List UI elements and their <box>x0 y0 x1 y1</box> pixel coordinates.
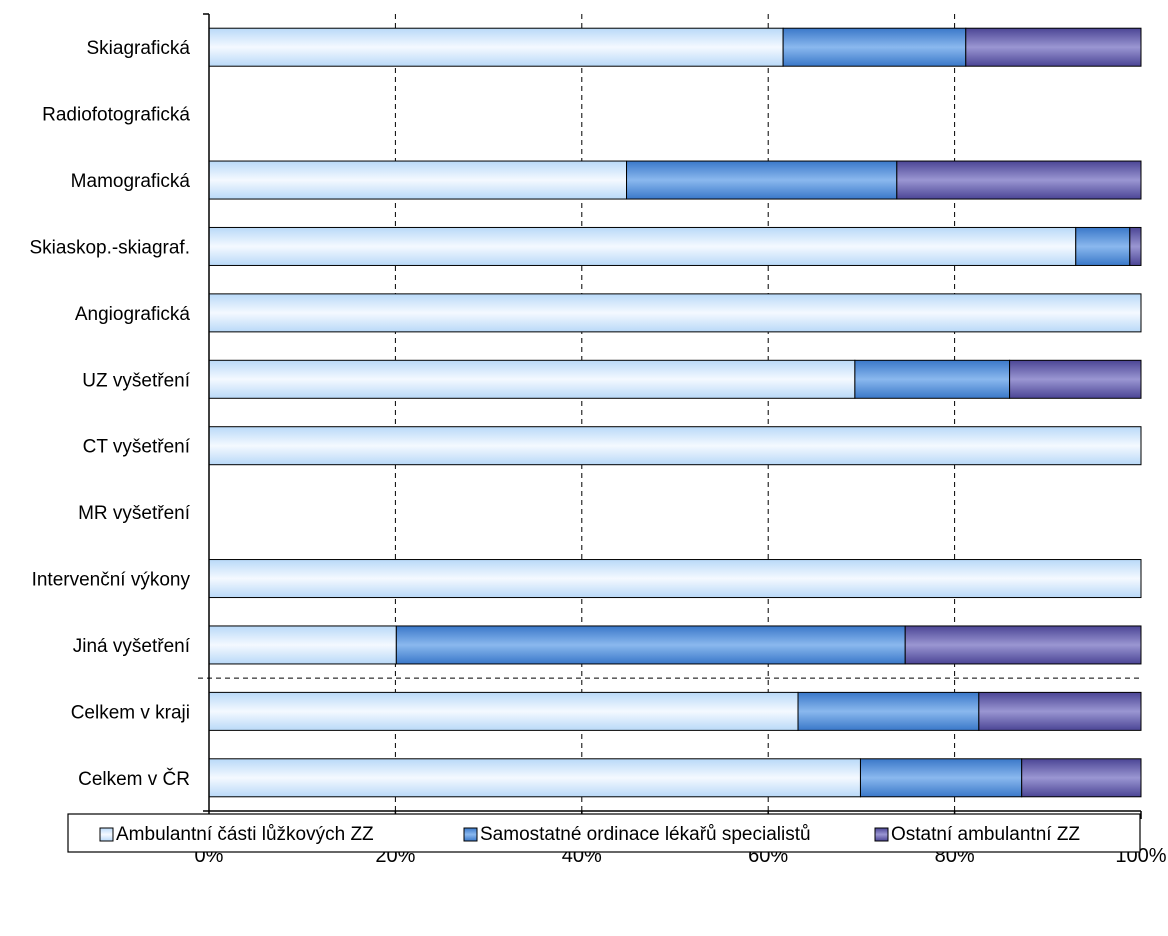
category-label: Skiagrafická <box>87 38 191 59</box>
category-label: Angiografická <box>75 304 191 325</box>
legend-swatch <box>874 827 889 842</box>
bar-segment <box>1021 758 1142 798</box>
bar-segment <box>395 625 906 665</box>
category-label: Mamografická <box>71 171 191 192</box>
legend-swatch <box>99 827 114 842</box>
category-label: CT vyšetření <box>83 437 191 458</box>
category-label: MR vyšetření <box>78 503 191 524</box>
bar-segment <box>626 160 898 200</box>
bar-segment <box>782 27 967 67</box>
bar-segment <box>208 559 1142 599</box>
category-label: Skiaskop.-skiagraf. <box>29 237 190 258</box>
legend-swatch <box>463 827 478 842</box>
bar-segment <box>208 226 1077 266</box>
bar-segment <box>1075 226 1131 266</box>
bar-segment <box>208 691 799 731</box>
category-label: UZ vyšetření <box>82 370 190 391</box>
legend: Ambulantní části lůžkových ZZ Samostatné … <box>67 813 1141 853</box>
legend-box <box>67 813 1141 853</box>
bar-segment <box>208 625 397 665</box>
bar-segment <box>208 27 784 67</box>
category-label: Intervenční výkony <box>32 570 191 591</box>
category-label: Jiná vyšetření <box>73 636 191 657</box>
bar-segment <box>978 691 1142 731</box>
category-label: Radiofotografická <box>42 105 190 126</box>
bar-segment <box>1129 226 1142 266</box>
bar-segment <box>896 160 1142 200</box>
bar-segment <box>208 758 861 798</box>
bar-segment <box>965 27 1142 67</box>
bar-segment <box>208 293 1142 333</box>
category-label: Celkem v kraji <box>71 702 190 723</box>
bar-segment <box>854 359 1011 399</box>
category-label: Celkem v ČR <box>78 768 190 790</box>
bar-segment <box>208 160 628 200</box>
plot-area: Skiagrafická Radiofotografická Mamografick… <box>29 13 1167 867</box>
bar-segment <box>208 359 856 399</box>
bar-segment <box>797 691 980 731</box>
bar-segment <box>208 426 1142 466</box>
bar-segment <box>859 758 1023 798</box>
bar-segment <box>904 625 1142 665</box>
legend-label: Samostatné ordinace lékařů specialistů <box>480 824 811 845</box>
bar-segment <box>1009 359 1142 399</box>
legend-label: Ambulantní části lůžkových ZZ <box>116 824 374 845</box>
legend-label: Ostatní ambulantní ZZ <box>891 824 1080 845</box>
